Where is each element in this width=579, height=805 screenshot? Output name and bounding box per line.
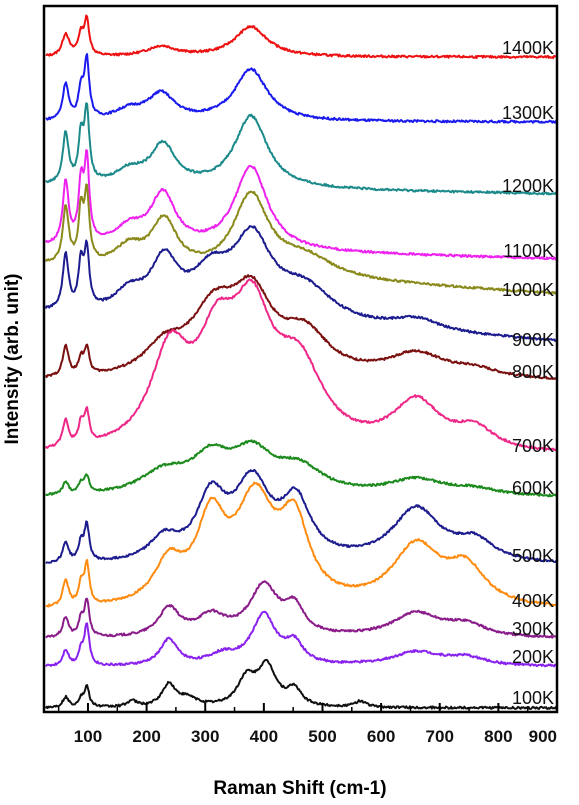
- series-label-1400k: 1400K: [502, 38, 554, 58]
- series-line-400k: [45, 481, 557, 608]
- x-tick-label-700: 700: [426, 727, 454, 746]
- series-labels: 1400K 1300K 1200K 1100K 1000K 900K 800K 700K 600…: [502, 38, 554, 708]
- x-tick-label-600: 600: [367, 727, 395, 746]
- x-axis-title: Raman Shift (cm-1): [213, 778, 386, 799]
- x-tick-label-300: 300: [191, 727, 219, 746]
- series-layer: [44, 14, 558, 710]
- series-line-1100k: [44, 149, 558, 261]
- series-label-300k: 300K: [512, 619, 554, 639]
- x-tick-label-100: 100: [74, 727, 102, 746]
- series-line-1400k: [45, 14, 557, 60]
- x-tick-label-900: 900: [529, 727, 557, 746]
- series-line-1200k: [45, 102, 558, 196]
- series-label-1000k: 1000K: [502, 280, 554, 300]
- x-tick-label-800: 800: [484, 727, 512, 746]
- series-line-600k: [45, 439, 558, 498]
- series-label-400k: 400K: [512, 591, 554, 611]
- series-label-700k: 700K: [512, 436, 554, 456]
- series-label-500k: 500K: [512, 546, 554, 566]
- series-label-1200k: 1200K: [502, 176, 554, 196]
- x-tick-label-400: 400: [250, 727, 278, 746]
- series-line-800k: [44, 274, 558, 380]
- series-line-100k: [44, 658, 558, 710]
- series-line-1000k: [44, 183, 558, 295]
- series-line-900k: [44, 225, 558, 342]
- series-label-900k: 900K: [512, 330, 554, 350]
- series-label-1300k: 1300K: [502, 103, 554, 123]
- series-line-500k: [45, 469, 558, 564]
- series-label-200k: 200K: [512, 647, 554, 667]
- series-line-300k: [45, 580, 557, 639]
- series-line-700k: [44, 278, 558, 452]
- series-label-600k: 600K: [512, 478, 554, 498]
- x-tick-label-200: 200: [132, 727, 160, 746]
- series-label-100k: 100K: [512, 688, 554, 708]
- series-label-800k: 800K: [512, 362, 554, 382]
- y-axis-title: Intensity (arb. unit): [2, 274, 23, 445]
- plot-frame: [42, 4, 559, 714]
- x-tick-label-500: 500: [308, 727, 336, 746]
- x-axis-ticks: 100 200 300 400 500 600 700 800 900: [57, 703, 558, 746]
- series-label-1100k: 1100K: [503, 241, 554, 261]
- series-line-200k: [45, 610, 557, 668]
- series-line-1300k: [45, 53, 557, 124]
